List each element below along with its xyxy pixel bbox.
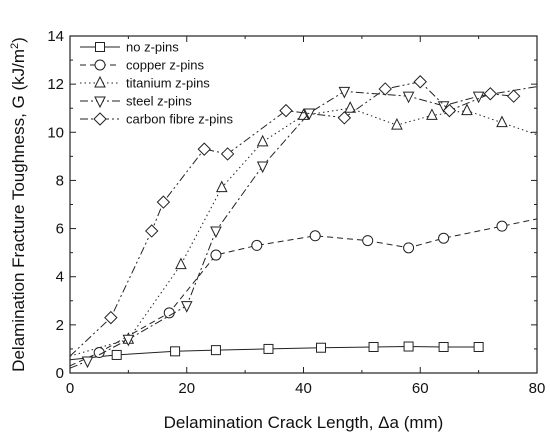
data-point bbox=[438, 342, 449, 353]
series-line bbox=[69, 218, 538, 367]
legend-label: carbon fibre z-pins bbox=[126, 112, 233, 127]
y-tick-label: 6 bbox=[56, 221, 64, 238]
data-point bbox=[362, 235, 374, 247]
data-point bbox=[403, 242, 415, 254]
data-point bbox=[81, 356, 94, 369]
data-point bbox=[309, 230, 321, 242]
series-triangle-down bbox=[69, 86, 538, 369]
legend-item: no z-pins bbox=[80, 40, 179, 55]
data-point bbox=[197, 142, 211, 156]
series-triangle-up bbox=[69, 101, 538, 357]
series-line bbox=[69, 345, 479, 361]
data-point bbox=[279, 103, 293, 118]
series-square bbox=[69, 341, 484, 361]
data-point bbox=[210, 226, 222, 239]
data-point bbox=[220, 147, 235, 161]
y-tick-label: 10 bbox=[47, 124, 64, 141]
legend-item: titanium z-pins bbox=[80, 76, 210, 91]
data-point bbox=[426, 108, 438, 120]
legend-label: no z-pins bbox=[126, 40, 179, 55]
y-tick-label: 8 bbox=[56, 172, 64, 189]
data-point bbox=[391, 117, 403, 130]
data-point bbox=[156, 195, 171, 209]
y-tick-label: 0 bbox=[56, 365, 64, 382]
data-point bbox=[163, 307, 175, 319]
series-line bbox=[69, 107, 538, 357]
series-line bbox=[69, 86, 538, 369]
legend-marker bbox=[94, 75, 106, 88]
data-point bbox=[473, 342, 484, 353]
legend-label: titanium z-pins bbox=[126, 76, 210, 91]
legend-marker bbox=[94, 59, 106, 71]
legend-label: copper z-pins bbox=[126, 58, 205, 73]
data-point bbox=[442, 103, 457, 118]
data-point bbox=[145, 224, 159, 238]
data-point bbox=[210, 249, 222, 261]
legend-item: copper z-pins bbox=[80, 58, 205, 73]
series-circle bbox=[69, 218, 538, 367]
legend: no z-pins copper z-pins titanium z-pins ste… bbox=[80, 40, 233, 127]
data-point bbox=[104, 310, 118, 325]
data-point bbox=[496, 115, 508, 128]
legend-marker bbox=[93, 112, 107, 126]
data-point bbox=[506, 89, 521, 103]
data-point bbox=[344, 101, 357, 113]
x-tick-label: 40 bbox=[295, 380, 312, 397]
data-point bbox=[472, 91, 485, 104]
data-point bbox=[461, 103, 473, 116]
data-point bbox=[496, 220, 508, 232]
y-tick-label: 14 bbox=[47, 28, 64, 45]
data-point bbox=[483, 87, 498, 101]
series-layer bbox=[69, 75, 538, 369]
data-point bbox=[316, 342, 327, 353]
legend-marker bbox=[95, 42, 105, 52]
data-point bbox=[215, 180, 228, 193]
axis-ticks: 0 20 40 60 80 0 2 4 6 8 10 12 14 bbox=[47, 28, 545, 397]
data-point bbox=[256, 161, 269, 174]
data-point bbox=[368, 342, 379, 353]
data-point bbox=[378, 82, 392, 96]
series-diamond bbox=[69, 75, 521, 357]
x-tick-label: 80 bbox=[529, 380, 546, 397]
y-tick-label: 12 bbox=[47, 76, 64, 93]
data-point bbox=[251, 239, 263, 251]
legend-item: carbon fibre z-pins bbox=[80, 112, 233, 127]
data-point bbox=[256, 134, 269, 147]
data-point bbox=[403, 341, 414, 352]
data-point bbox=[402, 91, 415, 104]
data-point bbox=[338, 86, 351, 99]
data-point bbox=[438, 232, 450, 244]
y-axis-title: Delamination Fracture Toughness, G (kJ/m… bbox=[9, 37, 28, 372]
legend-marker bbox=[94, 96, 106, 109]
legend-item: steel z-pins bbox=[80, 94, 192, 109]
data-point bbox=[303, 108, 316, 121]
data-point bbox=[175, 257, 187, 270]
y-tick-label: 2 bbox=[56, 317, 64, 334]
data-point bbox=[413, 75, 427, 89]
x-axis-title: Delamination Crack Length, Δa (mm) bbox=[164, 413, 444, 432]
x-tick-label: 60 bbox=[412, 380, 429, 397]
data-point bbox=[180, 301, 193, 313]
x-tick-label: 20 bbox=[178, 380, 195, 397]
y-tick-label: 4 bbox=[56, 269, 64, 286]
data-point bbox=[122, 334, 135, 347]
legend-label: steel z-pins bbox=[126, 94, 192, 109]
data-point bbox=[111, 349, 122, 360]
x-tick-label: 0 bbox=[66, 380, 74, 397]
data-point bbox=[170, 346, 181, 357]
data-point bbox=[263, 343, 274, 354]
data-point bbox=[337, 111, 352, 125]
data-point bbox=[210, 345, 221, 356]
